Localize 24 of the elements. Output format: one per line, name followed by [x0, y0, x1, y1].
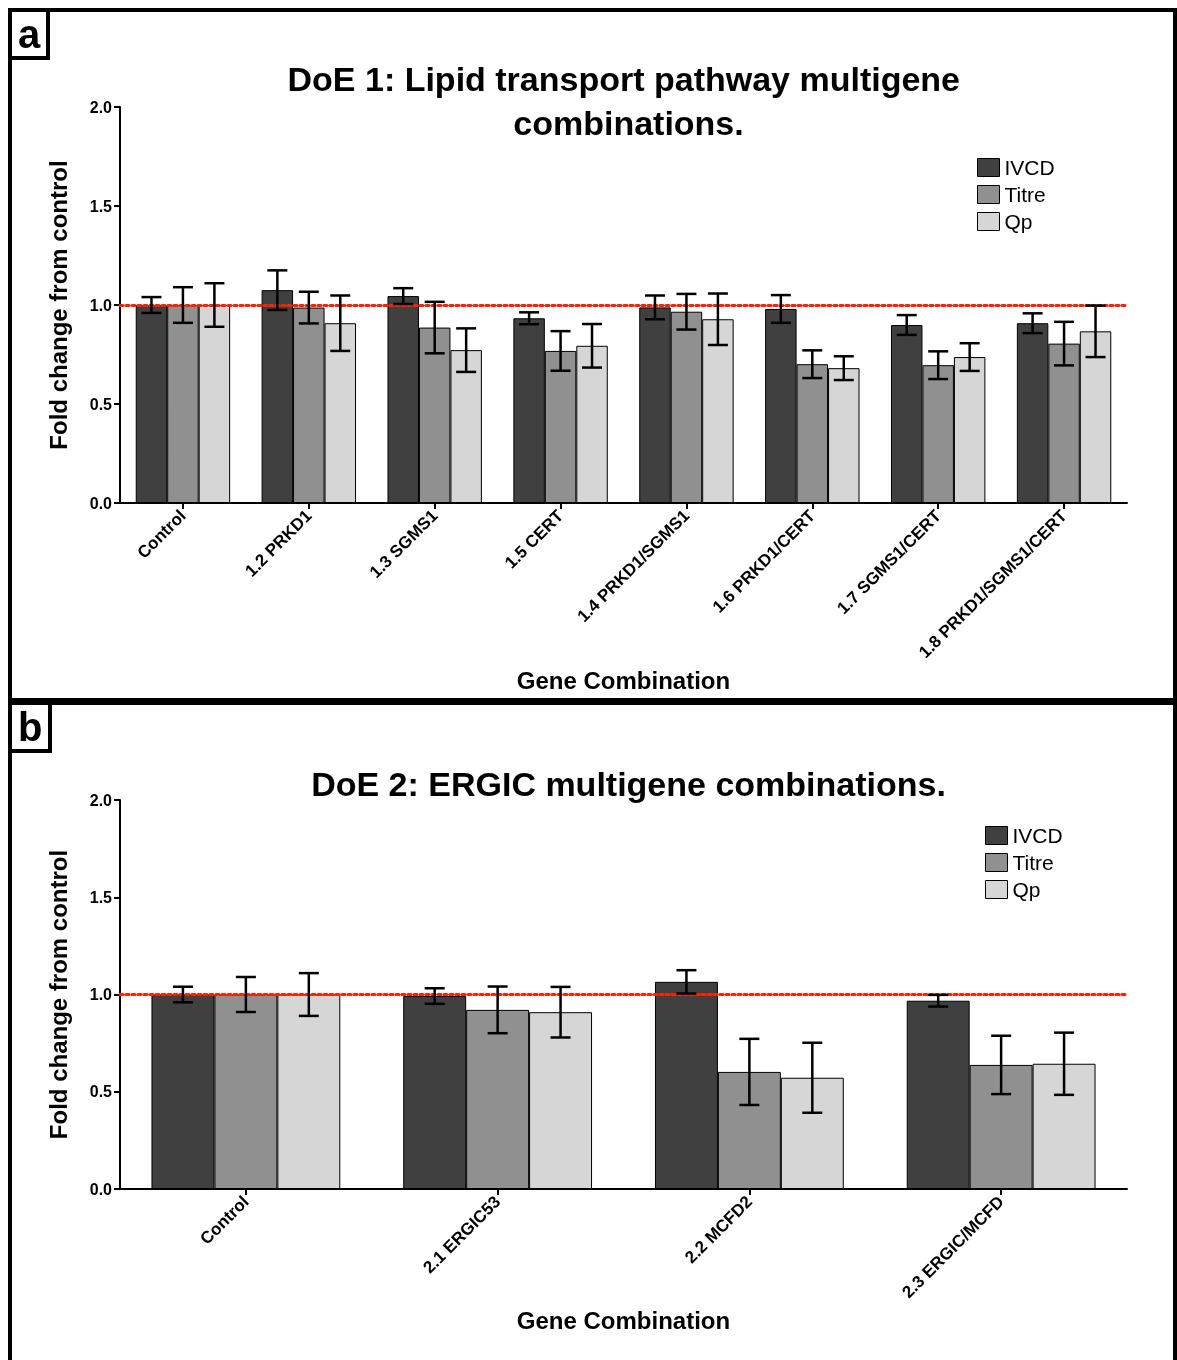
- y-axis-title: Fold change from control: [44, 849, 72, 1140]
- y-tick-label: 0.5: [89, 395, 113, 413]
- legend-label: Qp: [1004, 210, 1033, 233]
- y-tick-label: 0.0: [89, 494, 113, 512]
- legend-label: Qp: [1012, 878, 1041, 901]
- legend-label: Titre: [1012, 851, 1054, 874]
- legend-label: IVCD: [1004, 156, 1055, 179]
- chart-title: DoE 1: Lipid transport pathway multigene combinations.: [287, 60, 970, 142]
- y-tick-label: 2.0: [89, 98, 113, 116]
- y-tick-label: 1.0: [89, 296, 113, 314]
- x-axis-title: Gene Combination: [516, 1306, 731, 1334]
- y-tick-label: 0.5: [89, 1083, 113, 1101]
- y-tick-label: 0.0: [89, 1180, 113, 1198]
- x-axis-title: Gene Combination: [516, 666, 731, 694]
- legend-label: Titre: [1004, 183, 1046, 206]
- y-tick-label: 1.0: [89, 986, 113, 1003]
- y-tick-label: 2.0: [89, 791, 113, 809]
- y-tick-label: 1.5: [89, 197, 113, 215]
- legend-label: IVCD: [1012, 824, 1063, 847]
- y-axis-title: Fold change from control: [44, 160, 72, 450]
- chart-title: DoE 2: ERGIC multigene combinations.: [311, 765, 946, 803]
- text: b: [8, 701, 53, 753]
- text: a: [8, 8, 51, 60]
- y-tick-label: 1.5: [89, 888, 113, 906]
